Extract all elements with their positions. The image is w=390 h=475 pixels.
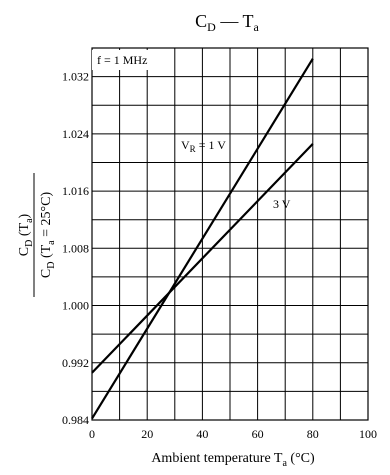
y-axis-title-numerator: CD (Ta) xyxy=(17,213,35,256)
series-label-1v: VR = 1 V xyxy=(181,138,226,154)
y-tick-label: 0.992 xyxy=(62,356,89,370)
chart-title: CD — Ta xyxy=(195,11,259,34)
x-axis-title: Ambient temperature Ta (°C) xyxy=(151,451,315,469)
plot-frame xyxy=(91,47,369,421)
x-tick-label: 100 xyxy=(359,427,377,441)
y-axis-title: CD (Ta) CD (Ta = 25°C) xyxy=(17,173,57,297)
series-line-0 xyxy=(91,58,314,420)
condition-box-label: f = 1 MHz xyxy=(97,53,147,67)
y-tick-label: 1.032 xyxy=(62,70,89,84)
x-tick-label: 0 xyxy=(89,427,95,441)
y-axis-title-denominator: CD (Ta = 25°C) xyxy=(39,192,57,279)
series-label-3v: 3 V xyxy=(273,197,291,211)
x-tick-label: 40 xyxy=(196,427,208,441)
x-tick-label: 60 xyxy=(252,427,264,441)
y-tick-label: 1.016 xyxy=(62,184,89,198)
y-tick-label: 1.024 xyxy=(62,127,89,141)
y-tick-label: 1.008 xyxy=(62,241,89,255)
plot-area: 0 20 40 60 80 100 0.984 0.992 1.000 1.008 1.016 1.0… xyxy=(62,47,377,441)
x-tick-label: 80 xyxy=(307,427,319,441)
x-tick-label: 20 xyxy=(141,427,153,441)
series-line-1 xyxy=(91,143,314,374)
y-tick-label: 0.984 xyxy=(62,413,89,427)
condition-box: f = 1 MHz xyxy=(92,50,172,70)
y-tick-label: 1.000 xyxy=(62,299,89,313)
